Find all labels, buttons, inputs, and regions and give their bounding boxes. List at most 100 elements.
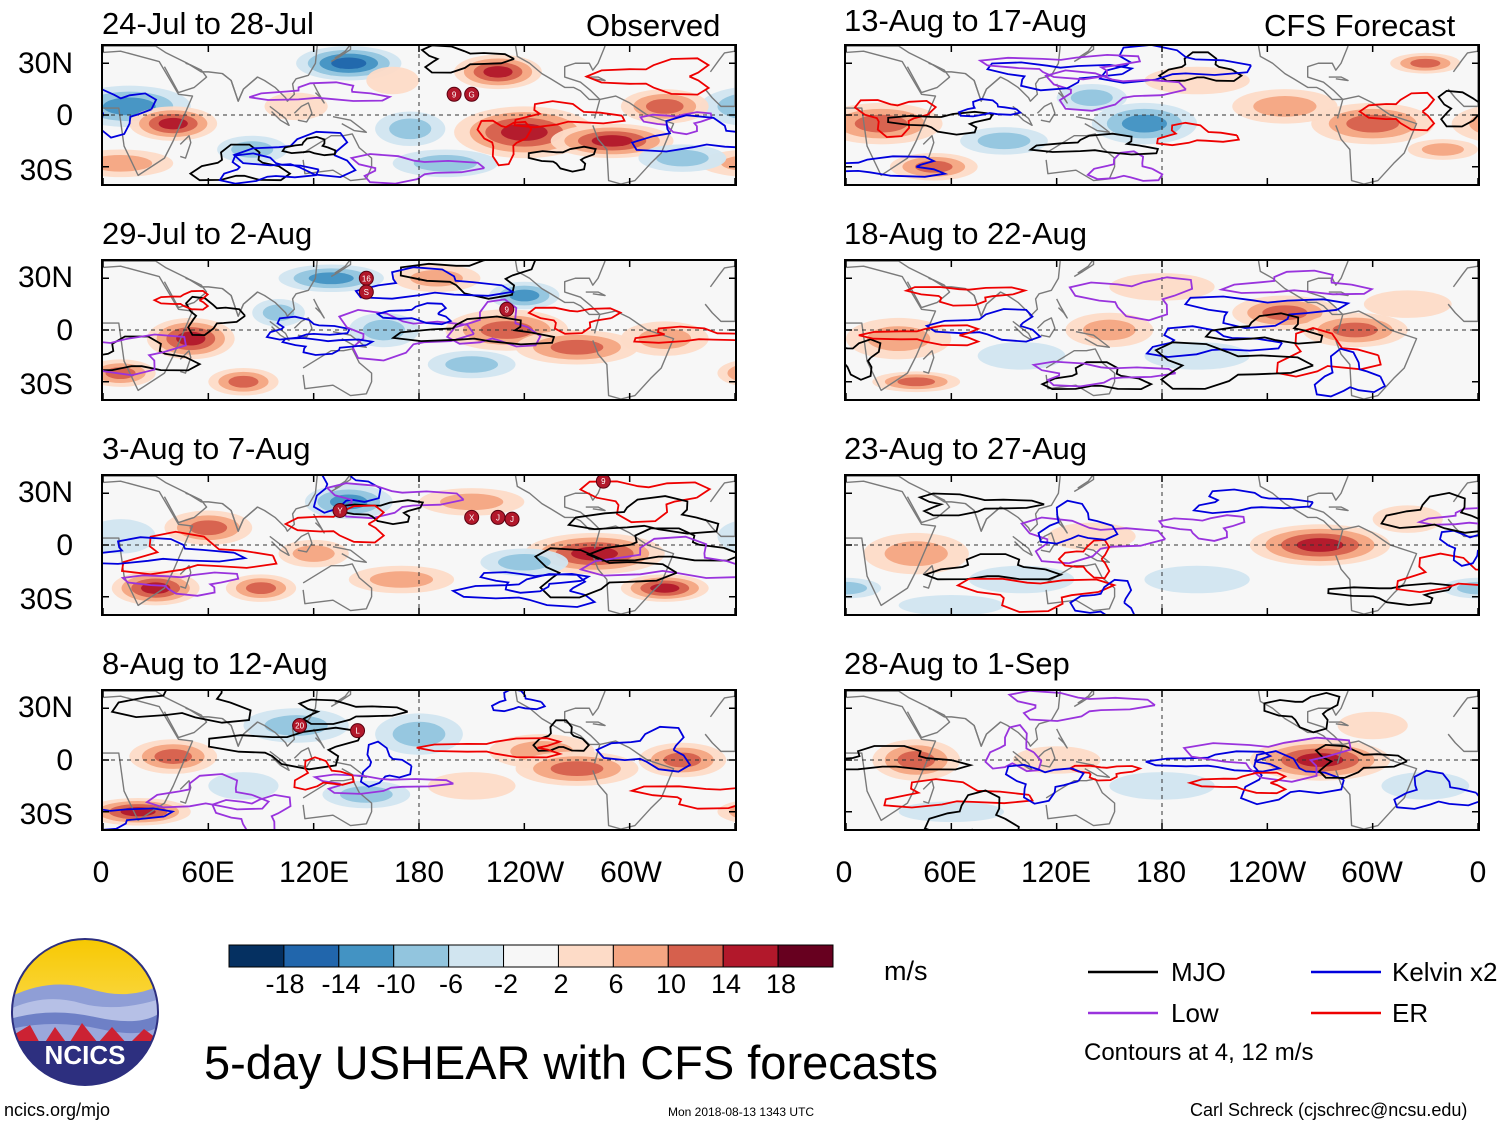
wave-contour: [478, 571, 592, 594]
colorbar-segment: [722, 944, 779, 968]
shear-cell: [1469, 114, 1478, 133]
wave-contour: [325, 482, 465, 520]
wave-contour: [957, 98, 1023, 118]
panel-title-7: 23-Aug to 27-Aug: [844, 431, 1088, 466]
cbar-tick-6: 2: [553, 969, 569, 999]
footer-url[interactable]: ncics.org/mjo: [4, 1100, 111, 1120]
legend-kelvin-swatch: [1311, 970, 1381, 974]
wave-contour: [533, 547, 678, 599]
cbar-tick-5: -2: [493, 969, 518, 999]
colorbar-segment: [503, 944, 559, 968]
storm-label: 9: [505, 305, 510, 314]
ytick-30n-row1: 30N: [17, 47, 73, 80]
wave-contour: [903, 286, 1029, 307]
wave-contour: [249, 81, 393, 102]
xtick-left-60e: 60E: [181, 856, 235, 889]
shear-cell: [650, 583, 680, 593]
coastline: [221, 503, 258, 532]
shear-cell: [1144, 565, 1250, 594]
wave-contour: [476, 119, 533, 167]
coastline: [221, 288, 258, 317]
xtick-left-120w: 120W: [485, 856, 565, 889]
coastline: [1335, 310, 1418, 399]
coastline: [1257, 261, 1349, 316]
shear-cell: [228, 375, 259, 388]
wave-contour: [120, 571, 240, 597]
ytick-30s-row2: 30S: [19, 368, 73, 401]
coastline: [1257, 46, 1349, 101]
coastline: [514, 476, 606, 531]
legend-mjo-swatch: [1088, 970, 1158, 974]
units-label: m/s: [884, 956, 928, 986]
wave-contour: [566, 495, 720, 535]
wave-contour: [120, 530, 278, 576]
shear-cell: [1121, 114, 1168, 133]
shear-cell: [264, 92, 328, 121]
shear-cell: [977, 342, 1066, 370]
coastline: [1073, 691, 1095, 708]
coastline: [269, 535, 290, 557]
shear-cell: [262, 304, 295, 322]
colorbar-segment: [283, 944, 340, 968]
coastline: [163, 277, 208, 309]
coastline: [846, 480, 937, 607]
colorbar-segment: [393, 944, 450, 968]
coastline: [704, 265, 735, 323]
coastline: [221, 718, 258, 747]
coastline: [163, 492, 208, 524]
cbar-tick-10: 18: [765, 969, 797, 999]
wave-contour: [1380, 491, 1478, 534]
wave-contour: [1004, 763, 1085, 805]
wave-contour: [633, 325, 735, 344]
wave-contour: [416, 737, 563, 759]
wave-contour: [1044, 69, 1187, 112]
coastline: [269, 105, 290, 127]
coastline: [332, 116, 368, 133]
coastline: [1075, 331, 1111, 348]
shear-cell: [1253, 96, 1317, 117]
ytick-30s-row3: 30S: [19, 583, 73, 616]
wave-contour: [420, 46, 515, 74]
coastline: [293, 532, 313, 553]
shear-cell: [1332, 322, 1378, 338]
wave-contour: [103, 333, 187, 377]
storm-label: G: [469, 90, 475, 99]
shear-cell: [208, 772, 279, 800]
cbar-tick-7: 6: [608, 969, 624, 999]
wave-contour: [1191, 488, 1314, 515]
coastline: [293, 317, 313, 338]
coastline: [313, 298, 325, 319]
cbar-tick-4: -6: [438, 969, 463, 999]
coastline: [103, 695, 194, 822]
shear-cell: [1421, 143, 1464, 156]
coastline: [906, 707, 951, 739]
coastline: [330, 46, 352, 63]
wave-contour: [1416, 507, 1478, 526]
colorbar-segment: [448, 944, 505, 968]
ytick-0-row3: 0: [56, 529, 73, 562]
coastline: [1073, 261, 1095, 278]
coastline: [1045, 348, 1116, 397]
wave-contour: [923, 789, 1020, 829]
xtick-left-60w: 60W: [600, 856, 662, 889]
coastline: [922, 349, 935, 374]
coastline: [1075, 546, 1111, 563]
wave-contour: [232, 130, 357, 179]
map-svg-7: [846, 476, 1478, 614]
xtick-right-0: 0: [835, 856, 853, 889]
map-svg-3: Y X J J 9: [103, 476, 735, 614]
wave-contour: [1395, 552, 1478, 594]
wave-contour: [578, 535, 735, 579]
wave-contour: [527, 306, 623, 335]
shear-cell: [1083, 319, 1136, 341]
shear-cell: [158, 117, 188, 130]
cbar-tick-2: -14: [321, 969, 361, 999]
wave-contour: [977, 53, 1142, 81]
coastline: [1447, 265, 1478, 323]
ytick-30n-row4: 30N: [17, 691, 73, 724]
shear-cell: [154, 749, 193, 764]
shear-cell: [103, 97, 156, 116]
coastline: [846, 265, 937, 392]
coastline: [1036, 102, 1056, 123]
wave-contour: [1154, 341, 1314, 390]
